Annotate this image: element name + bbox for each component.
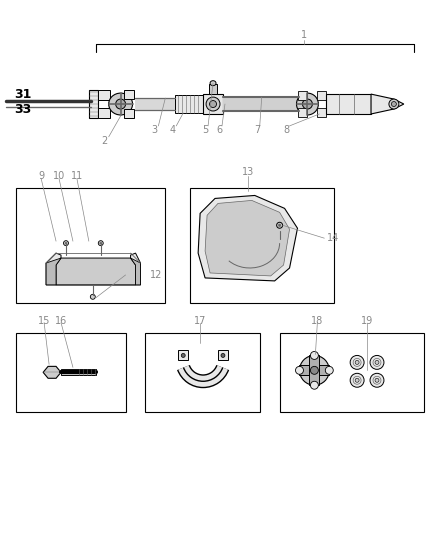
Text: 5: 5 <box>202 125 208 135</box>
Ellipse shape <box>375 360 379 365</box>
Ellipse shape <box>370 373 384 387</box>
Ellipse shape <box>209 101 216 108</box>
Bar <box>175 95 205 113</box>
Ellipse shape <box>206 97 220 111</box>
Bar <box>134 98 175 110</box>
Bar <box>61 369 96 375</box>
Text: 17: 17 <box>194 316 206 326</box>
Bar <box>190 189 334 303</box>
Bar <box>309 356 319 385</box>
Ellipse shape <box>100 242 102 244</box>
Ellipse shape <box>350 373 364 387</box>
Ellipse shape <box>279 224 281 227</box>
Polygon shape <box>46 253 141 285</box>
Ellipse shape <box>325 366 333 374</box>
Ellipse shape <box>392 102 396 107</box>
Ellipse shape <box>65 242 67 244</box>
Text: 18: 18 <box>311 316 324 326</box>
Bar <box>178 351 188 360</box>
Bar <box>124 109 134 118</box>
Text: 11: 11 <box>71 171 83 181</box>
Polygon shape <box>46 258 61 285</box>
Polygon shape <box>205 200 290 276</box>
Text: 13: 13 <box>242 167 254 176</box>
Bar <box>298 91 307 100</box>
Ellipse shape <box>109 93 133 115</box>
Ellipse shape <box>311 366 318 374</box>
Text: 19: 19 <box>361 316 373 326</box>
Ellipse shape <box>389 99 399 109</box>
Ellipse shape <box>296 366 304 374</box>
Text: 9: 9 <box>38 171 44 181</box>
Text: 10: 10 <box>53 171 65 181</box>
Text: 12: 12 <box>150 270 163 280</box>
Bar <box>318 108 326 117</box>
Ellipse shape <box>311 381 318 389</box>
Bar <box>279 333 424 412</box>
Ellipse shape <box>221 353 225 358</box>
Text: 16: 16 <box>55 316 67 326</box>
Text: 8: 8 <box>283 125 290 135</box>
Bar <box>300 365 329 375</box>
Text: 31: 31 <box>14 87 32 101</box>
Polygon shape <box>56 258 135 285</box>
Ellipse shape <box>303 99 312 109</box>
Ellipse shape <box>300 356 329 385</box>
Ellipse shape <box>311 351 318 359</box>
Bar <box>89 90 98 118</box>
Ellipse shape <box>64 241 68 246</box>
Ellipse shape <box>277 222 283 228</box>
Text: 33: 33 <box>14 102 32 116</box>
Polygon shape <box>43 366 61 378</box>
Text: 2: 2 <box>102 136 108 146</box>
Text: 14: 14 <box>327 233 339 243</box>
Bar <box>124 90 134 99</box>
Ellipse shape <box>355 360 359 365</box>
Bar <box>318 91 326 100</box>
Bar <box>203 94 223 114</box>
Text: 6: 6 <box>216 125 222 135</box>
Ellipse shape <box>98 241 103 246</box>
Bar <box>98 108 110 118</box>
Ellipse shape <box>350 356 364 369</box>
Bar <box>145 333 260 412</box>
Polygon shape <box>371 94 404 114</box>
Text: 3: 3 <box>152 125 158 135</box>
Polygon shape <box>198 196 297 281</box>
Bar <box>16 189 165 303</box>
Ellipse shape <box>355 378 359 382</box>
Ellipse shape <box>90 294 95 300</box>
Bar <box>218 351 228 360</box>
Bar <box>16 333 126 412</box>
Ellipse shape <box>297 93 318 115</box>
Bar <box>326 94 371 114</box>
Bar <box>223 97 300 111</box>
Bar <box>98 90 110 100</box>
Polygon shape <box>131 258 141 285</box>
Bar <box>209 84 217 94</box>
Bar <box>298 108 307 117</box>
Ellipse shape <box>181 353 185 358</box>
Text: 1: 1 <box>301 30 307 41</box>
Ellipse shape <box>375 378 379 382</box>
Text: 4: 4 <box>169 125 175 135</box>
Ellipse shape <box>116 99 126 109</box>
Text: 7: 7 <box>254 125 261 135</box>
Text: 15: 15 <box>38 316 50 326</box>
Ellipse shape <box>370 356 384 369</box>
Ellipse shape <box>210 80 216 86</box>
